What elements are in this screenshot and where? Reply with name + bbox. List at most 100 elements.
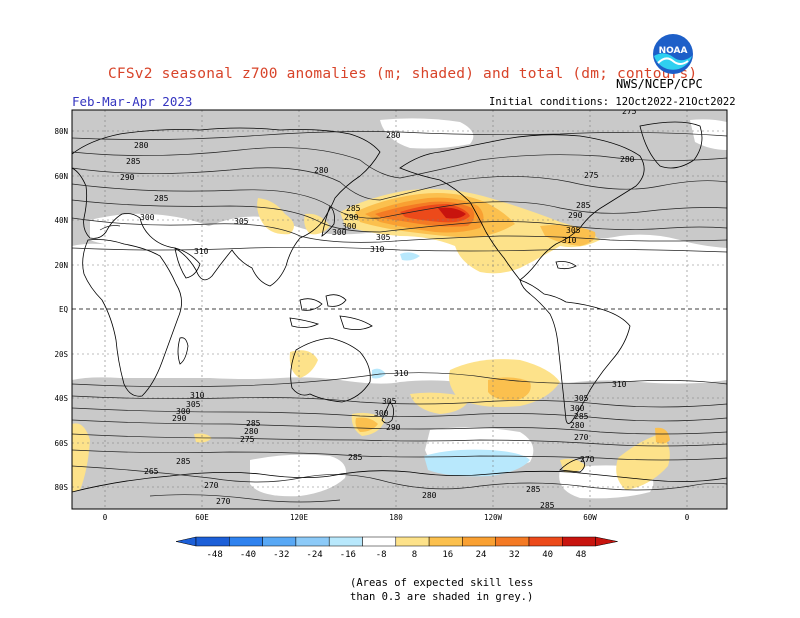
contour-label: 305 <box>234 217 249 226</box>
contour-label: 285 <box>176 457 191 466</box>
colorbar-label: 8 <box>412 550 417 560</box>
lon-label: 60W <box>583 513 597 522</box>
colorbar-swatch <box>295 536 330 547</box>
low-skill-mask <box>72 110 727 509</box>
longitude-labels: 0 60E 120E 180 120W 60W 0 <box>103 513 690 522</box>
season-label: Feb-Mar-Apr 2023 <box>72 94 193 109</box>
contour-label: 285 <box>126 157 141 166</box>
colorbar-label: -8 <box>376 550 387 560</box>
contour-label: 310 <box>194 247 209 256</box>
contour-label: 280 <box>386 131 401 140</box>
contour-label: 285 <box>574 412 589 421</box>
colorbar-label: -24 <box>306 550 322 560</box>
map-frame <box>71 109 728 510</box>
contour-label: 310 <box>370 245 385 254</box>
colorbar-label: -48 <box>207 550 223 560</box>
colorbar-swatch <box>462 536 496 547</box>
colorbar-right-arrow <box>595 536 618 547</box>
footnote-line-1: (Areas of expected skill less <box>350 577 534 589</box>
lat-label: 60S <box>54 439 68 448</box>
lon-label: 60E <box>195 513 209 522</box>
contour-label: 305 <box>186 400 201 409</box>
contour-label: 300 <box>570 404 585 413</box>
lon-label: 0 <box>103 513 108 522</box>
lon-label: 180 <box>389 513 403 522</box>
contour-label: 280 <box>422 491 437 500</box>
lat-label: EQ <box>59 305 69 314</box>
lat-label: 20N <box>54 261 68 270</box>
contour-label: 300 <box>374 409 389 418</box>
footnote-line-2: than 0.3 are shaded in grey.) <box>350 591 534 603</box>
contour-label: 280 <box>620 155 635 164</box>
contour-label: 285 <box>526 485 541 494</box>
colorbar-label: 32 <box>509 550 520 560</box>
lat-label: 80S <box>54 483 68 492</box>
colorbar-swatch <box>362 536 397 547</box>
contour-label: 305 <box>376 233 391 242</box>
contour-label: 310 <box>394 369 409 378</box>
height-contours <box>72 131 727 503</box>
noaa-logo-icon: NOAA <box>653 34 693 74</box>
contour-label: 280 <box>244 427 259 436</box>
graticule <box>72 110 727 509</box>
contour-label: 285 <box>540 501 555 510</box>
contour-label: 290 <box>172 414 187 423</box>
contour-labels: 280 285 290 285 300 305 310 280 280 285 … <box>120 107 637 510</box>
contour-label: 270 <box>580 455 595 464</box>
contour-label: 285 <box>346 204 361 213</box>
lat-label: 20S <box>54 350 68 359</box>
contour-label: 310 <box>190 391 205 400</box>
agency-label: NWS/NCEP/CPC <box>616 77 703 91</box>
contour-label: 300 <box>342 222 357 231</box>
colorbar-label: -40 <box>240 550 256 560</box>
contour-label: 285 <box>576 201 591 210</box>
colorbar-label: -16 <box>340 550 356 560</box>
contour-label: 270 <box>204 481 219 490</box>
colorbar-swatch <box>428 536 463 547</box>
contour-label: 285 <box>348 453 363 462</box>
colorbar-label: 24 <box>476 550 487 560</box>
skill-footnote: (Areas of expected skill less than 0.3 a… <box>350 576 533 604</box>
contour-label: 280 <box>570 421 585 430</box>
colorbar-swatch <box>562 536 596 547</box>
colorbar-swatch <box>495 536 530 547</box>
contour-label: 290 <box>568 211 583 220</box>
lat-label: 80N <box>54 127 68 136</box>
colorbar-swatch <box>262 536 297 547</box>
lat-label: 60N <box>54 172 68 181</box>
colorbar-swatch <box>528 536 563 547</box>
colorbar-swatch <box>195 536 230 547</box>
colorbar-label: -32 <box>273 550 289 560</box>
map-title: CFSv2 seasonal z700 anomalies (m; shaded… <box>108 66 698 82</box>
lat-label: 40N <box>54 216 68 225</box>
lon-label: 0 <box>685 513 690 522</box>
contour-label: 270 <box>216 497 231 506</box>
initial-conditions-label: Initial conditions: 12Oct2022-21Oct2022 <box>489 96 736 108</box>
latitude-labels: 80N 60N 40N 20N EQ 20S 40S 60S 80S <box>54 127 68 492</box>
contour-label: 305 <box>382 397 397 406</box>
colorbar-label: 48 <box>576 550 587 560</box>
colorbar: -48 -40 -32 -24 -16 -8 8 16 24 32 40 48 <box>175 536 618 560</box>
colorbar-label: 40 <box>542 550 553 560</box>
contour-label: 290 <box>344 213 359 222</box>
contour-label: 280 <box>314 166 329 175</box>
contour-label: 300 <box>140 213 155 222</box>
contour-label: 305 <box>574 394 589 403</box>
contour-label: 275 <box>584 171 599 180</box>
contour-label: 285 <box>246 419 261 428</box>
colorbar-left-arrow <box>175 536 197 547</box>
logo-text: NOAA <box>659 46 688 56</box>
coastlines <box>72 121 727 509</box>
contour-label: 275 <box>240 435 255 444</box>
colorbar-swatch <box>229 536 263 547</box>
contour-label: 290 <box>120 173 135 182</box>
colorbar-swatch <box>328 536 363 547</box>
contour-label: 280 <box>134 141 149 150</box>
contour-label: 275 <box>622 107 637 116</box>
contour-label: 270 <box>574 433 589 442</box>
contour-label: 300 <box>176 407 191 416</box>
positive-anomalies <box>72 189 670 492</box>
contour-label: 305 <box>566 226 581 235</box>
contour-label: 310 <box>562 236 577 245</box>
